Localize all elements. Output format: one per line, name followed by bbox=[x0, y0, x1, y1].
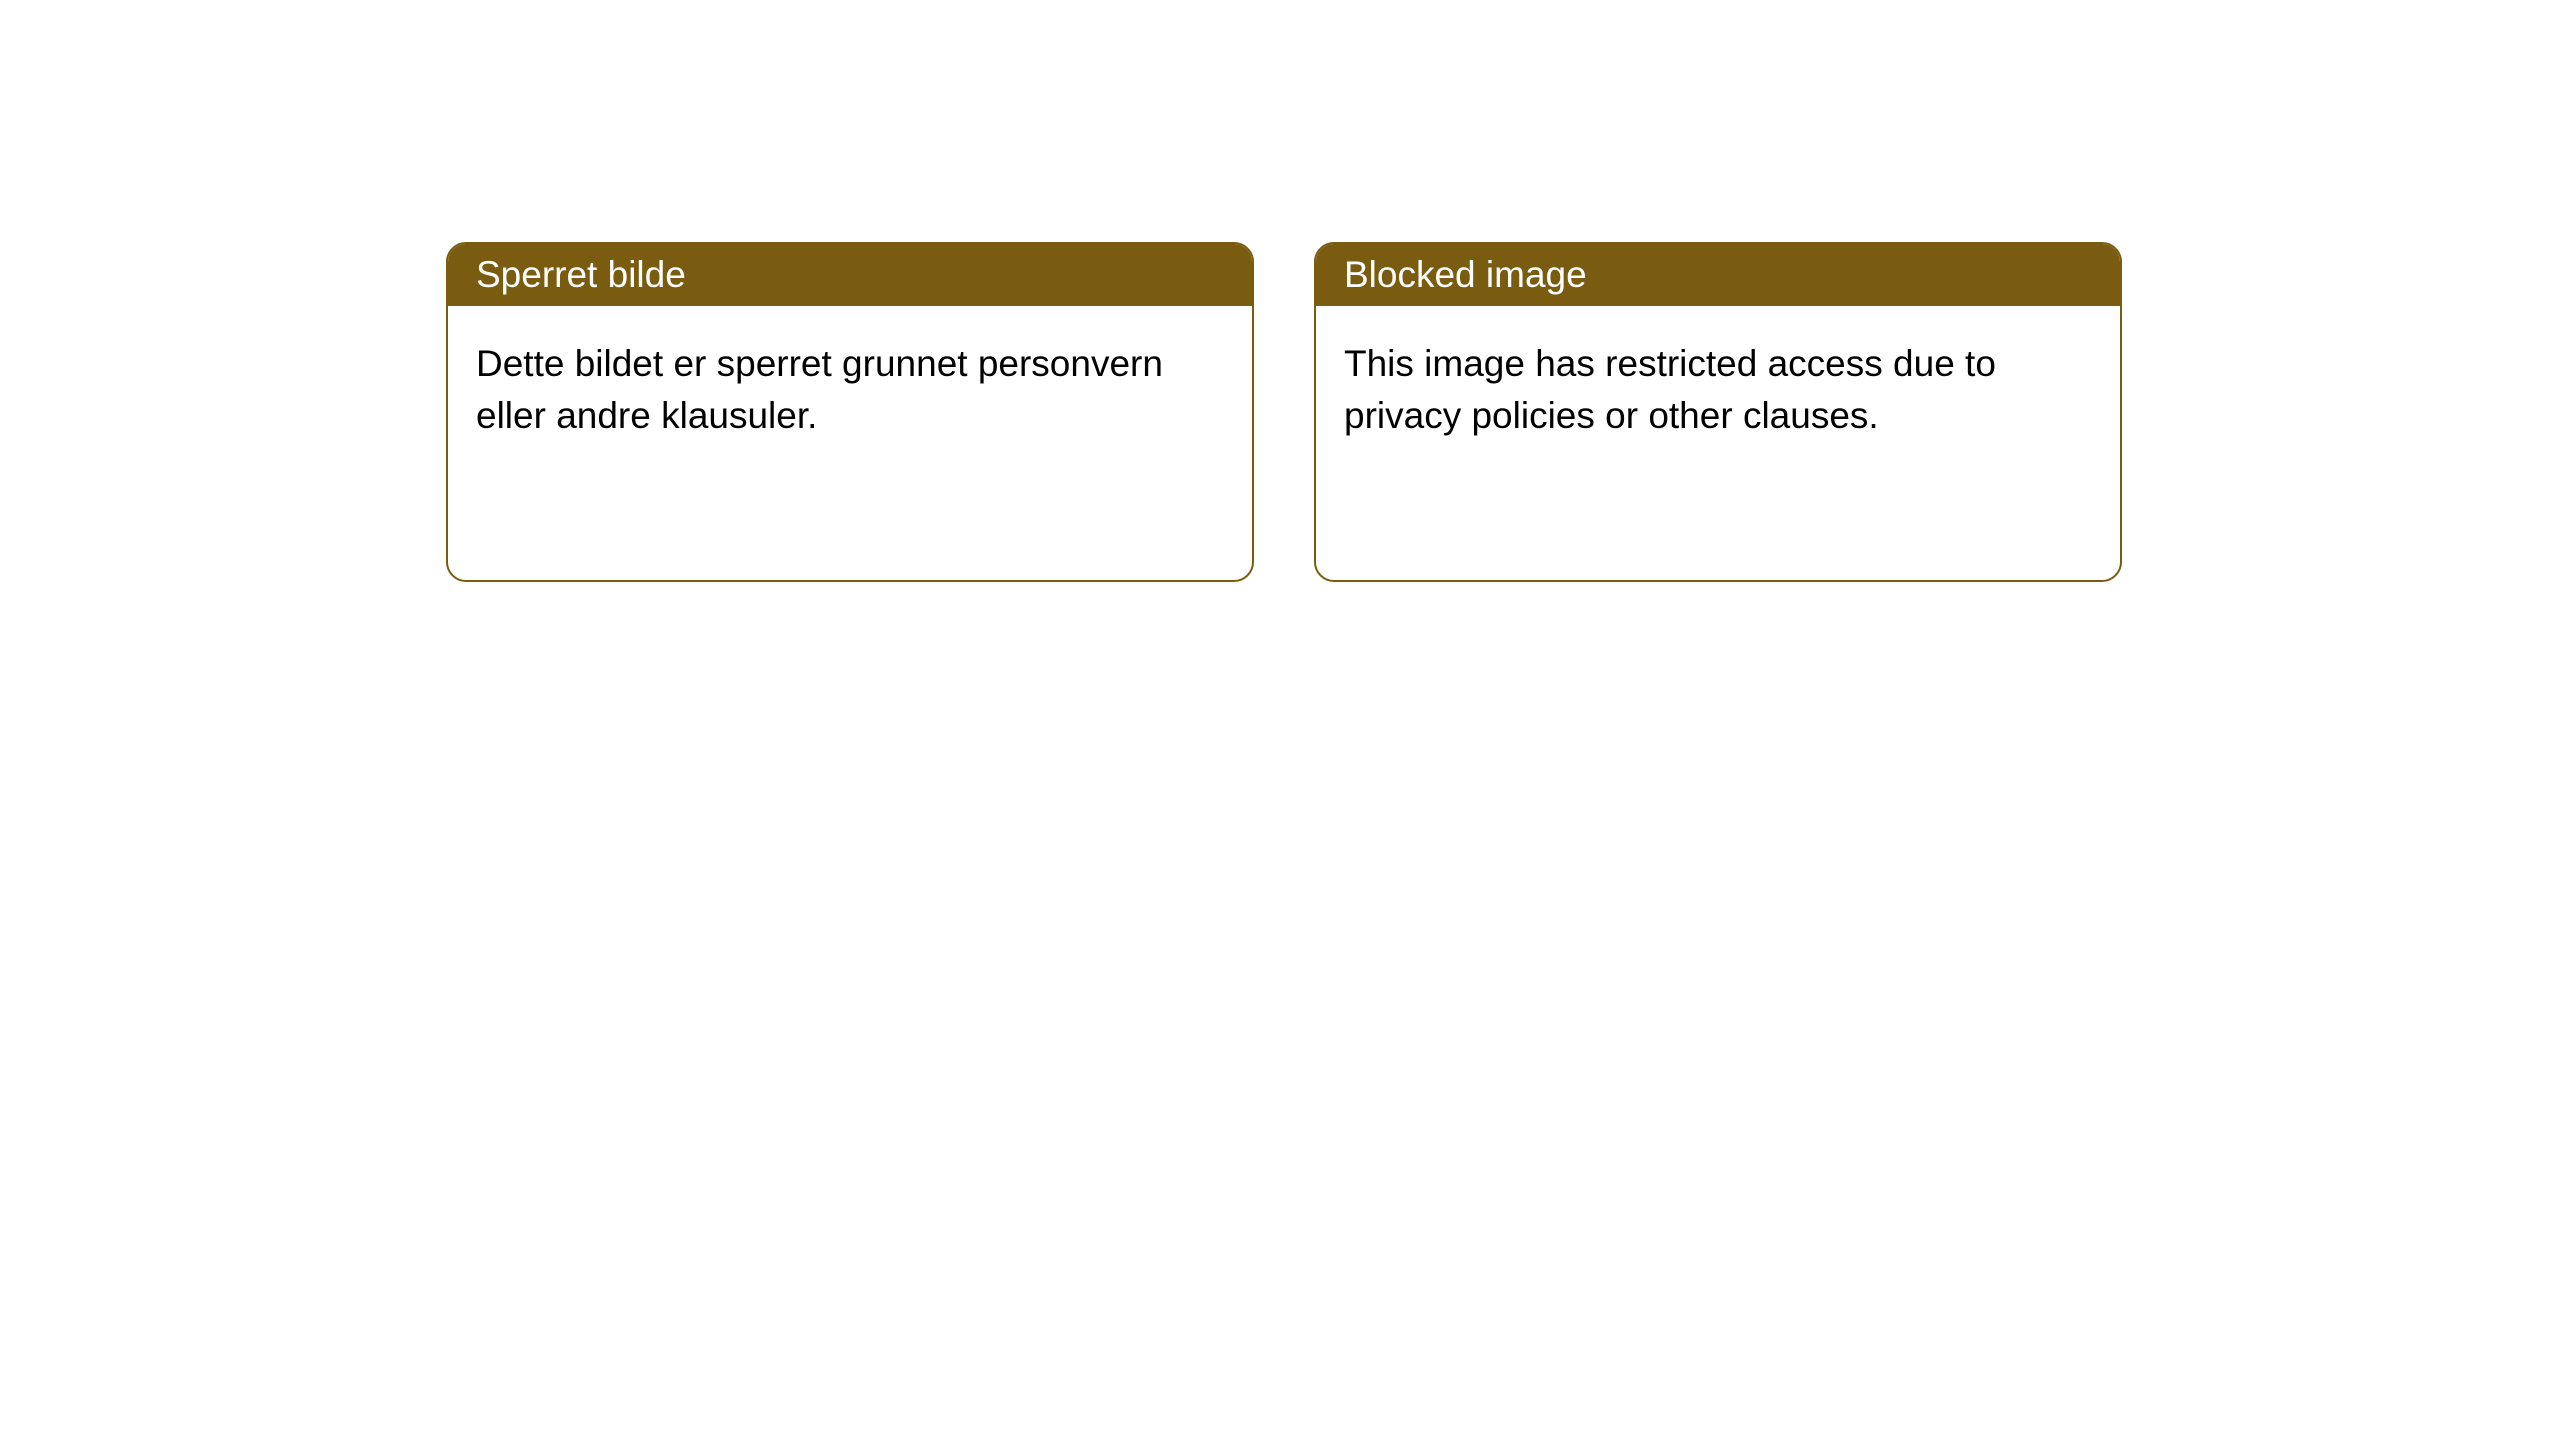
notice-title-english: Blocked image bbox=[1316, 244, 2120, 306]
notice-message-english: This image has restricted access due to … bbox=[1316, 306, 2120, 474]
notice-card-norwegian: Sperret bilde Dette bildet er sperret gr… bbox=[446, 242, 1254, 582]
notice-title-norwegian: Sperret bilde bbox=[448, 244, 1252, 306]
notice-message-norwegian: Dette bildet er sperret grunnet personve… bbox=[448, 306, 1252, 474]
notice-card-english: Blocked image This image has restricted … bbox=[1314, 242, 2122, 582]
notices-container: Sperret bilde Dette bildet er sperret gr… bbox=[0, 0, 2560, 582]
